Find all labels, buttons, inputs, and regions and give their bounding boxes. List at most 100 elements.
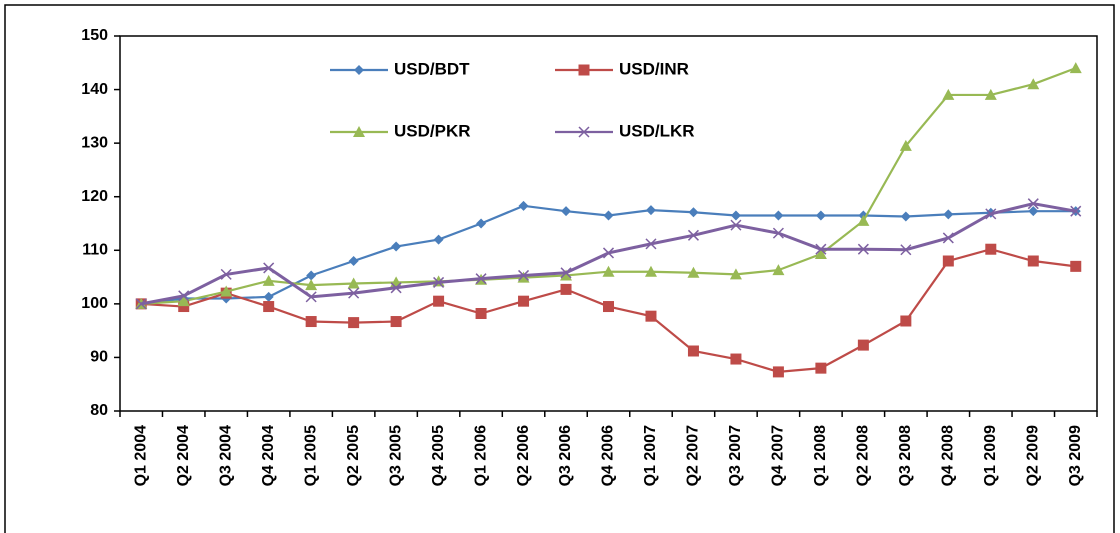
- y-tick-label: 130: [81, 134, 108, 151]
- x-tick-label: Q2 2007: [685, 425, 702, 486]
- marker: [561, 206, 572, 217]
- x-tick-label: Q2 2005: [345, 425, 362, 486]
- x-tick-label: Q1 2007: [642, 425, 659, 486]
- marker: [772, 264, 785, 276]
- x-tick-label: Q4 2006: [600, 425, 617, 486]
- marker: [1070, 260, 1082, 272]
- marker: [475, 308, 487, 319]
- marker: [475, 273, 487, 285]
- legend-label: USD/BDT: [394, 59, 470, 78]
- y-tick-label: 110: [82, 242, 108, 259]
- marker: [602, 265, 615, 277]
- marker: [560, 269, 573, 281]
- x-tick-label: Q1 2005: [302, 425, 319, 486]
- marker: [433, 234, 444, 245]
- marker: [263, 291, 274, 302]
- legend-label: USD/PKR: [394, 121, 471, 140]
- marker: [688, 207, 699, 218]
- marker: [857, 214, 870, 226]
- marker: [815, 362, 827, 374]
- marker: [560, 267, 572, 279]
- marker: [814, 248, 827, 260]
- marker: [305, 316, 317, 328]
- y-tick-label: 120: [81, 188, 108, 205]
- marker: [815, 210, 826, 221]
- x-tick-label: Q4 2008: [940, 425, 957, 486]
- x-tick-label: Q4 2005: [430, 425, 447, 486]
- marker: [262, 274, 275, 286]
- marker: [644, 265, 657, 277]
- marker: [306, 270, 317, 281]
- marker: [730, 219, 742, 231]
- marker: [220, 268, 232, 280]
- y-tick-label: 150: [81, 27, 108, 44]
- y-tick-label: 100: [81, 295, 108, 312]
- x-tick-label: Q3 2005: [387, 425, 404, 486]
- marker: [391, 241, 402, 252]
- marker: [773, 210, 784, 221]
- marker: [263, 301, 275, 313]
- marker: [985, 208, 997, 220]
- y-tick-label: 90: [90, 349, 108, 366]
- x-tick-label: Q4 2004: [260, 425, 277, 486]
- plot-area: [119, 35, 1098, 412]
- marker: [985, 243, 997, 255]
- chart-frame: [4, 4, 1115, 533]
- marker: [815, 243, 827, 255]
- marker: [177, 295, 190, 307]
- marker: [730, 210, 741, 221]
- marker: [730, 353, 742, 365]
- marker: [1069, 62, 1082, 74]
- marker: [645, 310, 657, 322]
- marker: [942, 255, 954, 267]
- marker: [578, 126, 590, 138]
- marker: [687, 345, 699, 357]
- marker: [560, 283, 572, 295]
- marker: [305, 291, 317, 303]
- x-tick-label: Q1 2006: [472, 425, 489, 486]
- legend-label: USD/INR: [619, 59, 689, 78]
- marker: [1028, 206, 1039, 217]
- marker: [354, 65, 364, 75]
- legend-label: USD/LKR: [619, 121, 695, 140]
- x-tick-label: Q3 2007: [727, 425, 744, 486]
- marker: [348, 317, 360, 329]
- marker: [220, 285, 233, 297]
- marker: [263, 262, 275, 274]
- marker: [857, 243, 869, 255]
- x-tick-label: Q2 2008: [855, 425, 872, 486]
- marker: [900, 244, 912, 256]
- y-tick-label: 80: [90, 402, 108, 419]
- x-tick-label: Q3 2006: [557, 425, 574, 486]
- marker: [942, 88, 955, 100]
- marker: [433, 276, 445, 288]
- marker: [390, 282, 402, 294]
- marker: [178, 290, 190, 302]
- marker: [900, 211, 911, 222]
- x-tick-label: Q1 2009: [982, 425, 999, 486]
- marker: [772, 227, 784, 239]
- x-tick-label: Q4 2007: [770, 425, 787, 486]
- x-tick-label: Q2 2004: [175, 425, 192, 486]
- marker: [578, 64, 590, 76]
- marker: [1027, 198, 1039, 210]
- marker: [1070, 205, 1082, 217]
- marker: [1027, 78, 1040, 90]
- marker: [348, 256, 359, 266]
- x-tick-label: Q1 2004: [132, 425, 149, 486]
- x-tick-label: Q3 2004: [217, 425, 234, 486]
- marker: [1027, 255, 1039, 267]
- marker: [729, 268, 742, 280]
- marker: [390, 316, 402, 328]
- marker: [603, 210, 614, 221]
- marker: [603, 301, 614, 313]
- y-tick-label: 140: [81, 81, 108, 98]
- marker: [900, 315, 912, 327]
- marker: [518, 269, 530, 281]
- marker: [353, 126, 365, 137]
- x-tick-label: Q2 2009: [1025, 425, 1042, 486]
- x-tick-label: Q1 2008: [812, 425, 829, 486]
- marker: [943, 209, 954, 220]
- marker: [857, 339, 869, 351]
- x-tick-label: Q2 2006: [515, 425, 532, 486]
